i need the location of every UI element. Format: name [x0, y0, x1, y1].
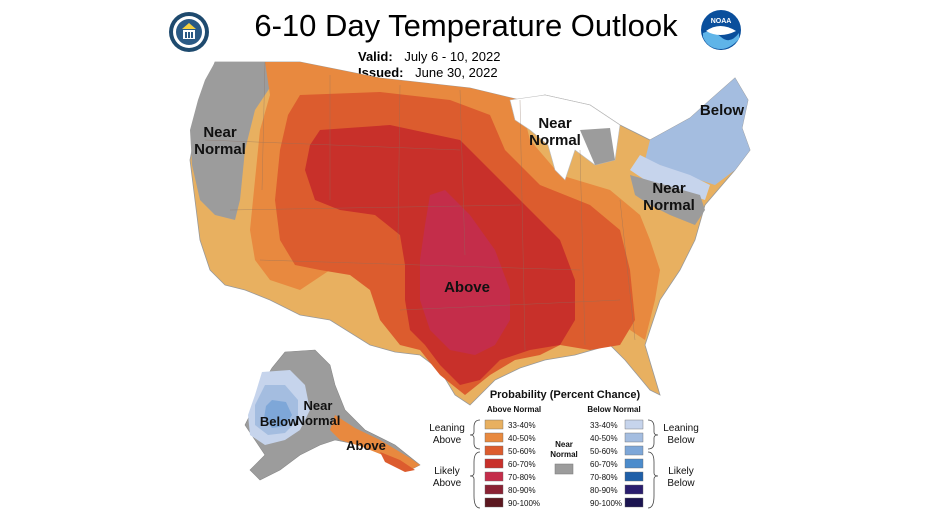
legend-above-swatch — [484, 497, 504, 508]
legend-above-swatch — [484, 484, 504, 495]
below-northeast-label: Below — [700, 102, 745, 119]
legend-above-header: Above Normal — [487, 405, 541, 414]
legend-above-swatch — [484, 419, 504, 430]
alaska-below-core — [264, 400, 292, 428]
legend-brace-likely-below — [647, 451, 659, 509]
above-alaska-label: Above — [346, 438, 386, 453]
page-title: 6-10 Day Temperature Outlook — [254, 8, 678, 43]
legend-below-swatch — [624, 471, 644, 482]
near-normal-east-region — [630, 175, 705, 225]
legend-below-swatch — [624, 445, 644, 456]
valid-value: July 6 - 10, 2022 — [404, 49, 501, 64]
legend-likely-below-1: Likely — [668, 466, 694, 477]
legend-above-range: 60-70% — [508, 460, 536, 469]
legend-near-header-1: Near — [555, 440, 573, 449]
below-northeast-region — [645, 78, 750, 185]
near-normal-east-label-1: Near — [652, 180, 686, 197]
legend-below-range: 40-50% — [590, 434, 618, 443]
legend-below-header: Below Normal — [587, 405, 640, 414]
legend-leaning-below-1: Leaning — [663, 423, 699, 434]
near-normal-lakes-gray — [580, 128, 615, 165]
noaa-logo-icon: NOAA — [700, 9, 742, 51]
legend-above-range: 70-80% — [508, 473, 536, 482]
legend-above-range: 50-60% — [508, 447, 536, 456]
legend-below-swatch — [624, 432, 644, 443]
noaa-text: NOAA — [711, 18, 732, 25]
commerce-seal-icon — [168, 11, 210, 53]
legend: Probability (Percent Chance) Above Norma… — [429, 389, 699, 509]
legend-below-range: 33-40% — [590, 421, 618, 430]
legend-below-range: 90-100% — [590, 499, 622, 508]
legend-above-swatch — [484, 445, 504, 456]
above-center-label: Above — [444, 279, 490, 296]
legend-above-swatch — [484, 458, 504, 469]
legend-brace-leaning-above — [469, 419, 481, 450]
below-alaska-label: Below — [260, 414, 299, 429]
alaska-above-region — [330, 415, 420, 470]
legend-below-range: 50-60% — [590, 447, 618, 456]
legend-above-swatch — [484, 432, 504, 443]
legend-likely-above-2: Above — [433, 478, 462, 489]
legend-leaning-above-1: Leaning — [429, 423, 465, 434]
issued-value: June 30, 2022 — [415, 65, 498, 80]
legend-above-range: 33-40% — [508, 421, 536, 430]
legend-above-range: 90-100% — [508, 499, 540, 508]
legend-title: Probability (Percent Chance) — [490, 389, 641, 401]
legend-leaning-above-2: Above — [433, 435, 462, 446]
legend-likely-below-2: Below — [667, 478, 695, 489]
near-normal-alaska-label-2: Normal — [296, 413, 341, 428]
legend-below-swatch — [624, 497, 644, 508]
near-normal-west-label-1: Near — [203, 124, 237, 141]
legend-near-header-2: Normal — [550, 450, 578, 459]
alaska-above-40-region — [380, 452, 415, 472]
near-normal-lakes-label-2: Normal — [529, 132, 581, 149]
legend-brace-leaning-below — [647, 419, 659, 450]
legend-above-range: 80-90% — [508, 486, 536, 495]
near-normal-east-label-2: Normal — [643, 197, 695, 214]
near-normal-alaska-label-1: Near — [304, 398, 333, 413]
near-normal-lakes-label-1: Near — [538, 115, 572, 132]
legend-below-range: 60-70% — [590, 460, 618, 469]
legend-below-swatch — [624, 419, 644, 430]
issued-line: Issued: June 30, 2022 — [358, 65, 498, 80]
legend-below-swatch — [624, 484, 644, 495]
legend-near-swatch — [554, 463, 574, 475]
legend-below-range: 70-80% — [590, 473, 618, 482]
valid-label: Valid: — [358, 49, 393, 64]
valid-line: Valid: July 6 - 10, 2022 — [358, 49, 500, 64]
above-70-80-region — [420, 190, 510, 355]
legend-above-range: 40-50% — [508, 434, 536, 443]
legend-likely-above-1: Likely — [434, 466, 460, 477]
legend-above-swatch — [484, 471, 504, 482]
legend-brace-likely-above — [469, 451, 481, 509]
legend-leaning-below-2: Below — [667, 435, 695, 446]
below-northeast-light — [630, 155, 710, 200]
legend-below-swatch — [624, 458, 644, 469]
state-borders — [204, 61, 636, 351]
near-normal-west-label-2: Normal — [194, 141, 246, 158]
legend-below-range: 80-90% — [590, 486, 618, 495]
